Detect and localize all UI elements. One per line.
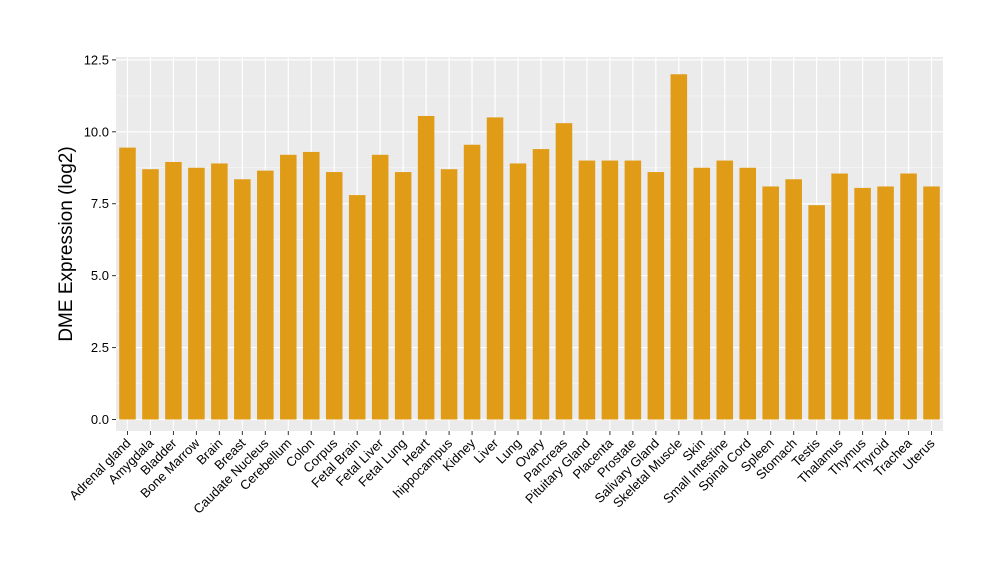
bar: [785, 179, 802, 420]
bar: [463, 144, 481, 420]
y-tick-label: 7.5: [91, 196, 109, 211]
bar: [325, 172, 343, 420]
bar: [624, 160, 642, 420]
bar: [601, 160, 619, 420]
y-axis-label: DME Expression (log2): [56, 146, 77, 341]
bar: [280, 154, 297, 420]
plot-panel: [116, 57, 943, 431]
y-tick-label: 5.0: [91, 268, 109, 283]
bar: [371, 154, 389, 420]
bar: [647, 172, 665, 420]
bar: [211, 163, 228, 420]
bar: [394, 172, 412, 420]
bar: [417, 115, 435, 420]
bar: [854, 187, 871, 420]
bar: [440, 169, 458, 420]
bar: [578, 160, 596, 420]
y-tick-label: 0.0: [91, 412, 109, 427]
bar: [716, 160, 734, 420]
bar: [257, 170, 274, 420]
bar: [670, 74, 688, 420]
bar: [877, 186, 894, 420]
bar: [900, 173, 917, 420]
bar: [348, 195, 366, 420]
bar: [808, 205, 825, 420]
bar: [739, 167, 757, 420]
bar: [188, 167, 205, 420]
y-tick-label: 2.5: [91, 340, 109, 355]
x-tick-label: Liver: [471, 435, 502, 466]
bar: [165, 162, 182, 420]
y-tick-label: 12.5: [84, 52, 109, 67]
bar: [532, 149, 550, 420]
bar: [142, 169, 159, 420]
bar: [486, 117, 504, 420]
bar: [923, 186, 940, 420]
bar: [302, 151, 320, 420]
bar: [831, 173, 848, 420]
grid-minor: [116, 95, 943, 384]
y-axis: 0.0 2.5 5.0 7.5 10.0 12.5: [84, 52, 116, 427]
bar: [509, 163, 527, 420]
bar: [119, 147, 136, 420]
bar: [555, 123, 573, 420]
bar: [693, 167, 711, 420]
bar: [234, 179, 251, 420]
bars: [119, 74, 940, 420]
y-tick-label: 10.0: [84, 124, 109, 139]
bar: [762, 186, 779, 420]
